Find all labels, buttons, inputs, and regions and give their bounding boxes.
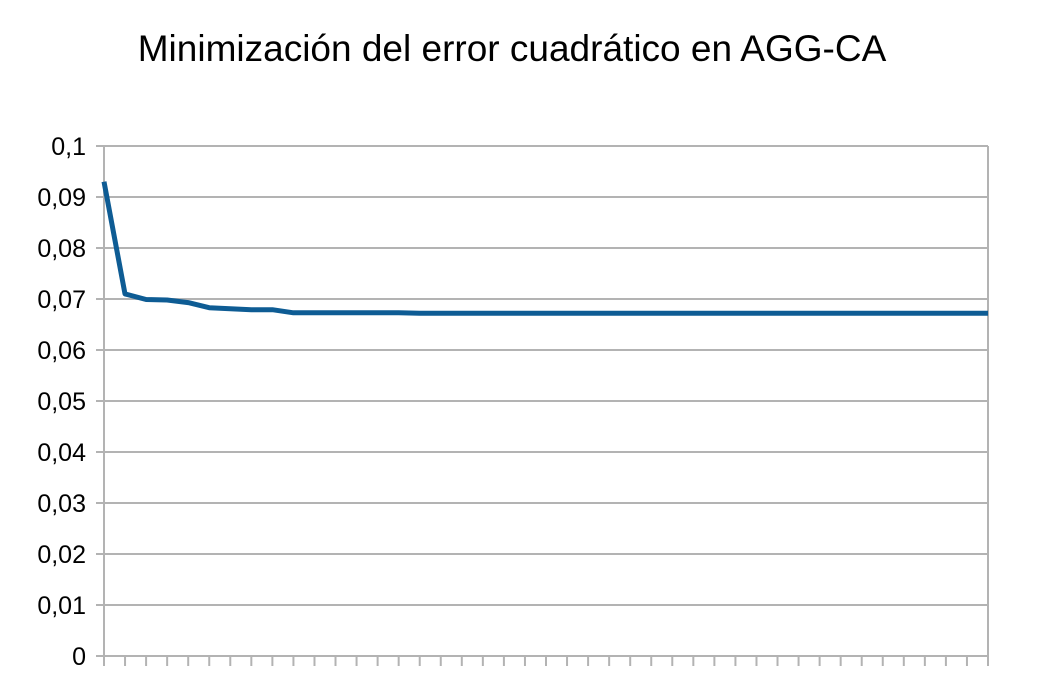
x-axis-ticks bbox=[103, 656, 989, 666]
y-tick-label: 0,09 bbox=[37, 184, 86, 212]
y-tick-label: 0,1 bbox=[51, 133, 86, 161]
y-tick-label: 0,06 bbox=[37, 337, 86, 365]
series-line bbox=[101, 181, 988, 316]
y-tick-label: 0,02 bbox=[37, 541, 86, 569]
y-axis-tick-labels: 0 0,01 0,02 0,03 0,04 0,05 0,06 0,07 0,08 0,09 0,1 bbox=[37, 133, 86, 671]
y-tick-label: 0,08 bbox=[37, 235, 86, 263]
y-tick-label: 0 bbox=[72, 643, 86, 671]
grid-lines bbox=[96, 145, 989, 666]
series-layer bbox=[101, 181, 988, 316]
y-tick-label: 0,03 bbox=[37, 490, 86, 518]
y-tick-label: 0,07 bbox=[37, 286, 86, 314]
y-tick-label: 0,01 bbox=[37, 592, 86, 620]
y-tick-label: 0,05 bbox=[37, 388, 86, 416]
chart-title: Minimización del error cuadrático en AGG… bbox=[137, 28, 887, 69]
y-tick-label: 0,04 bbox=[37, 439, 86, 467]
